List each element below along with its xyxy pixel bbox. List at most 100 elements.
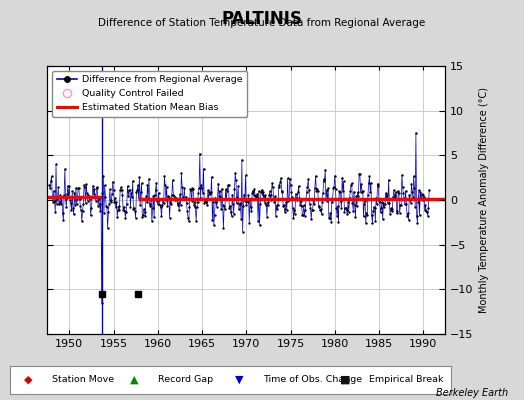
Point <box>378 199 386 205</box>
Point <box>226 203 234 209</box>
Point <box>99 190 107 196</box>
Point <box>381 201 389 207</box>
Point <box>354 189 362 195</box>
Point <box>227 213 236 220</box>
Point <box>205 188 214 195</box>
Point <box>413 220 422 226</box>
Point <box>56 199 64 206</box>
Point <box>141 213 149 220</box>
Point <box>67 207 75 214</box>
Point <box>115 207 124 213</box>
Point <box>110 186 118 193</box>
Point <box>95 201 104 208</box>
Point <box>81 200 90 206</box>
Point <box>367 180 375 186</box>
Point <box>331 186 340 192</box>
Point <box>342 204 350 211</box>
Point <box>99 172 107 179</box>
Point <box>182 200 191 207</box>
Point <box>409 173 418 179</box>
Point <box>349 208 357 214</box>
Point <box>396 202 405 208</box>
Point <box>170 193 178 200</box>
Text: ▼: ▼ <box>235 375 244 385</box>
Point <box>222 196 231 202</box>
Point <box>392 210 401 216</box>
Point <box>92 197 100 204</box>
Point <box>77 207 85 214</box>
Point <box>299 211 307 218</box>
Point <box>128 178 137 184</box>
Point <box>391 192 399 198</box>
Point <box>233 200 241 206</box>
Text: ■: ■ <box>340 375 350 385</box>
Point <box>302 188 311 195</box>
Point <box>106 198 115 205</box>
Point <box>119 207 127 213</box>
Point <box>425 187 433 194</box>
Point <box>164 193 172 199</box>
Point <box>247 208 256 214</box>
Point <box>372 195 380 201</box>
Point <box>272 202 281 209</box>
Point <box>266 196 275 203</box>
Point <box>422 208 430 214</box>
Point <box>136 202 144 208</box>
Point <box>88 194 96 200</box>
Point <box>146 203 155 209</box>
Point <box>72 184 80 191</box>
Point <box>315 202 323 209</box>
Point <box>293 196 301 203</box>
Point <box>417 195 425 201</box>
Point <box>282 199 290 205</box>
Point <box>95 196 103 202</box>
Point <box>179 196 188 202</box>
Point <box>236 200 245 207</box>
Point <box>96 207 104 214</box>
Point <box>126 187 134 194</box>
Point <box>204 187 212 194</box>
Point <box>271 212 280 219</box>
Point <box>62 204 71 210</box>
Point <box>183 208 191 214</box>
Point <box>328 198 336 205</box>
Point <box>201 197 209 204</box>
Point <box>314 188 322 194</box>
Point <box>259 188 267 195</box>
Point <box>80 182 88 188</box>
Point <box>143 198 151 205</box>
Point <box>405 192 413 198</box>
Point <box>167 200 175 207</box>
Point <box>108 178 117 185</box>
Point <box>70 189 79 196</box>
Point <box>134 182 142 188</box>
Point <box>225 205 234 211</box>
Point <box>213 196 222 202</box>
Point <box>72 201 81 208</box>
Point <box>365 173 374 180</box>
Point <box>60 191 68 198</box>
Point <box>217 206 225 212</box>
Point <box>104 209 113 216</box>
Point <box>289 204 297 211</box>
Point <box>128 194 136 200</box>
Point <box>102 202 111 209</box>
Text: PALTINIS: PALTINIS <box>222 10 302 28</box>
Point <box>117 186 126 193</box>
Point <box>83 190 91 196</box>
Point <box>193 199 202 206</box>
Point <box>264 202 272 208</box>
Point <box>364 192 372 198</box>
Point <box>352 193 361 200</box>
Legend: Difference from Regional Average, Quality Control Failed, Estimated Station Mean: Difference from Regional Average, Qualit… <box>52 71 247 117</box>
Point <box>318 199 326 206</box>
Point <box>52 161 60 168</box>
Point <box>246 204 255 210</box>
Point <box>361 198 369 204</box>
Point <box>311 173 320 179</box>
Point <box>157 213 166 220</box>
Point <box>132 215 140 221</box>
Point <box>219 202 227 208</box>
Point <box>354 193 363 200</box>
Point <box>90 185 99 192</box>
